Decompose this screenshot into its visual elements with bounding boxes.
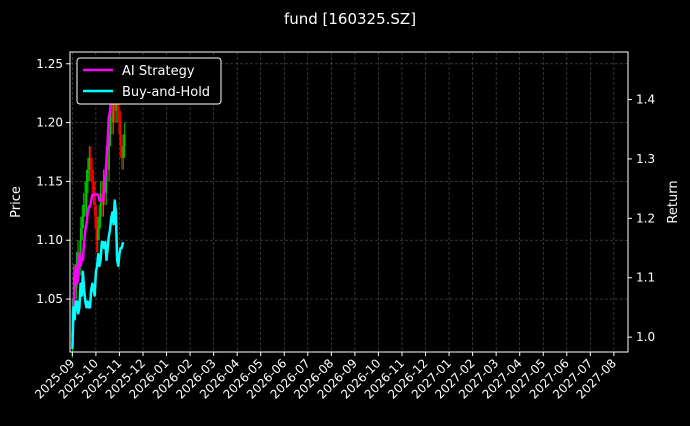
candle-body xyxy=(122,146,125,158)
y-tick-label-left: 1.05 xyxy=(36,292,63,306)
candle-body xyxy=(113,99,116,111)
candle-body xyxy=(88,157,91,170)
legend-label-ai-strategy: AI Strategy xyxy=(122,64,195,79)
y-axis-label-left: Price xyxy=(9,186,24,218)
candle-body xyxy=(120,146,123,158)
candle-body xyxy=(119,122,122,147)
candle-body xyxy=(92,181,95,194)
candle-body xyxy=(94,193,96,217)
candle-body xyxy=(111,110,113,123)
series-line-buy-and-hold xyxy=(71,199,125,350)
candle-body xyxy=(89,157,92,170)
y-tick-label-left: 1.10 xyxy=(36,233,63,247)
y-tick-label-left: 1.25 xyxy=(36,57,63,71)
candle-body xyxy=(91,169,93,182)
y-tick-label-right: 1.0 xyxy=(636,330,655,344)
legend-label-buy-and-hold: Buy-and-Hold xyxy=(122,85,210,100)
candle-body xyxy=(109,110,112,135)
candle-body xyxy=(82,204,85,217)
y-tick-label-right: 1.2 xyxy=(636,211,655,225)
candle-body xyxy=(118,110,120,123)
y-tick-label-left: 1.15 xyxy=(36,174,63,188)
candle-body xyxy=(87,169,89,182)
y-tick-label-right: 1.3 xyxy=(636,152,655,166)
chart-title: fund [160325.SZ] xyxy=(284,10,416,28)
candle-body xyxy=(99,193,102,217)
candle-body xyxy=(123,134,126,147)
y-axis-label-right: Return xyxy=(666,180,681,223)
candle-body xyxy=(81,216,84,229)
legend: AI Strategy Buy-and-Hold xyxy=(76,57,222,105)
plot-frame xyxy=(69,51,629,353)
candle-body xyxy=(112,99,115,123)
candle-body xyxy=(96,228,99,241)
candle-body xyxy=(80,228,82,264)
candle-body xyxy=(84,204,86,206)
y-tick-label-left: 1.20 xyxy=(36,116,63,130)
candle-body xyxy=(106,157,109,170)
y-tick-label-right: 1.1 xyxy=(636,271,655,285)
candle-body xyxy=(85,181,88,205)
candle-body xyxy=(98,216,100,229)
candle-body xyxy=(108,134,110,170)
y-tick-label-right: 1.4 xyxy=(636,93,655,107)
candle-body xyxy=(95,216,98,241)
